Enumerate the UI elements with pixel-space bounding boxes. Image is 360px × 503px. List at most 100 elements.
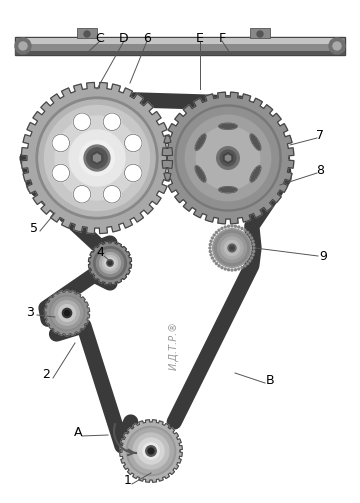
Circle shape	[69, 130, 125, 186]
Ellipse shape	[219, 187, 237, 193]
Circle shape	[247, 263, 248, 265]
Circle shape	[211, 257, 213, 259]
Circle shape	[241, 267, 243, 269]
Circle shape	[228, 244, 236, 252]
Circle shape	[73, 113, 91, 131]
Circle shape	[84, 31, 90, 37]
Circle shape	[213, 260, 215, 262]
Circle shape	[125, 134, 142, 152]
Text: 9: 9	[319, 249, 327, 263]
Bar	[15, 51, 345, 55]
Circle shape	[148, 448, 154, 454]
Circle shape	[247, 231, 248, 233]
Circle shape	[125, 164, 142, 182]
Polygon shape	[91, 151, 103, 164]
Circle shape	[218, 229, 220, 231]
Text: И.Д.Т.Р.®: И.Д.Т.Р.®	[169, 320, 179, 370]
Circle shape	[217, 147, 239, 170]
Circle shape	[224, 268, 226, 270]
Polygon shape	[120, 420, 182, 482]
Circle shape	[105, 258, 115, 268]
Circle shape	[15, 38, 31, 54]
Circle shape	[84, 145, 110, 171]
Circle shape	[126, 427, 176, 476]
Text: 6: 6	[143, 32, 151, 44]
Ellipse shape	[250, 166, 261, 182]
Circle shape	[228, 269, 230, 271]
Circle shape	[209, 247, 211, 249]
Circle shape	[185, 115, 271, 201]
Text: 1: 1	[124, 474, 132, 487]
Circle shape	[215, 230, 249, 266]
Circle shape	[19, 42, 27, 50]
Polygon shape	[44, 290, 90, 336]
Circle shape	[215, 263, 217, 265]
Bar	[250, 28, 270, 38]
Circle shape	[218, 234, 246, 262]
Circle shape	[209, 243, 211, 245]
Circle shape	[228, 225, 230, 227]
Circle shape	[100, 253, 120, 274]
Circle shape	[231, 225, 233, 227]
Circle shape	[210, 240, 212, 242]
Circle shape	[238, 268, 240, 270]
Circle shape	[209, 250, 211, 253]
Circle shape	[224, 226, 226, 228]
Circle shape	[230, 246, 234, 250]
Circle shape	[103, 113, 121, 131]
Circle shape	[211, 237, 213, 239]
Circle shape	[224, 240, 240, 256]
Circle shape	[253, 243, 255, 245]
Text: 2: 2	[42, 369, 50, 381]
Circle shape	[218, 265, 220, 267]
Ellipse shape	[250, 134, 261, 150]
Circle shape	[55, 116, 139, 200]
Circle shape	[102, 256, 118, 271]
Circle shape	[234, 225, 237, 227]
Polygon shape	[22, 82, 172, 233]
Ellipse shape	[195, 166, 206, 182]
Circle shape	[175, 105, 281, 211]
Circle shape	[257, 31, 263, 37]
Text: A: A	[74, 427, 82, 440]
Text: E: E	[196, 32, 204, 44]
Ellipse shape	[219, 123, 237, 129]
Circle shape	[210, 254, 212, 256]
Polygon shape	[94, 154, 100, 162]
Circle shape	[215, 231, 217, 233]
Circle shape	[51, 297, 83, 329]
Circle shape	[329, 38, 345, 54]
Circle shape	[244, 265, 246, 267]
Circle shape	[213, 229, 251, 268]
Circle shape	[80, 140, 114, 176]
Circle shape	[249, 260, 251, 262]
Circle shape	[177, 107, 279, 209]
Text: D: D	[119, 32, 129, 44]
Circle shape	[333, 42, 341, 50]
Circle shape	[251, 237, 253, 239]
Circle shape	[52, 164, 69, 182]
Circle shape	[133, 433, 169, 469]
Circle shape	[103, 186, 121, 203]
Circle shape	[52, 134, 69, 152]
Circle shape	[143, 443, 159, 459]
Circle shape	[146, 446, 156, 456]
Circle shape	[36, 97, 158, 219]
Circle shape	[59, 305, 75, 321]
Circle shape	[234, 269, 237, 271]
Circle shape	[249, 234, 251, 236]
Circle shape	[55, 301, 79, 325]
Circle shape	[87, 148, 107, 168]
Circle shape	[253, 250, 255, 253]
Text: C: C	[96, 32, 104, 44]
Circle shape	[238, 226, 240, 228]
Circle shape	[94, 246, 126, 279]
Circle shape	[253, 247, 255, 249]
Circle shape	[251, 257, 253, 259]
Polygon shape	[162, 92, 294, 224]
Polygon shape	[223, 152, 233, 163]
Circle shape	[45, 106, 149, 210]
Text: 3: 3	[26, 305, 34, 318]
Circle shape	[64, 310, 69, 315]
Bar	[15, 37, 345, 55]
